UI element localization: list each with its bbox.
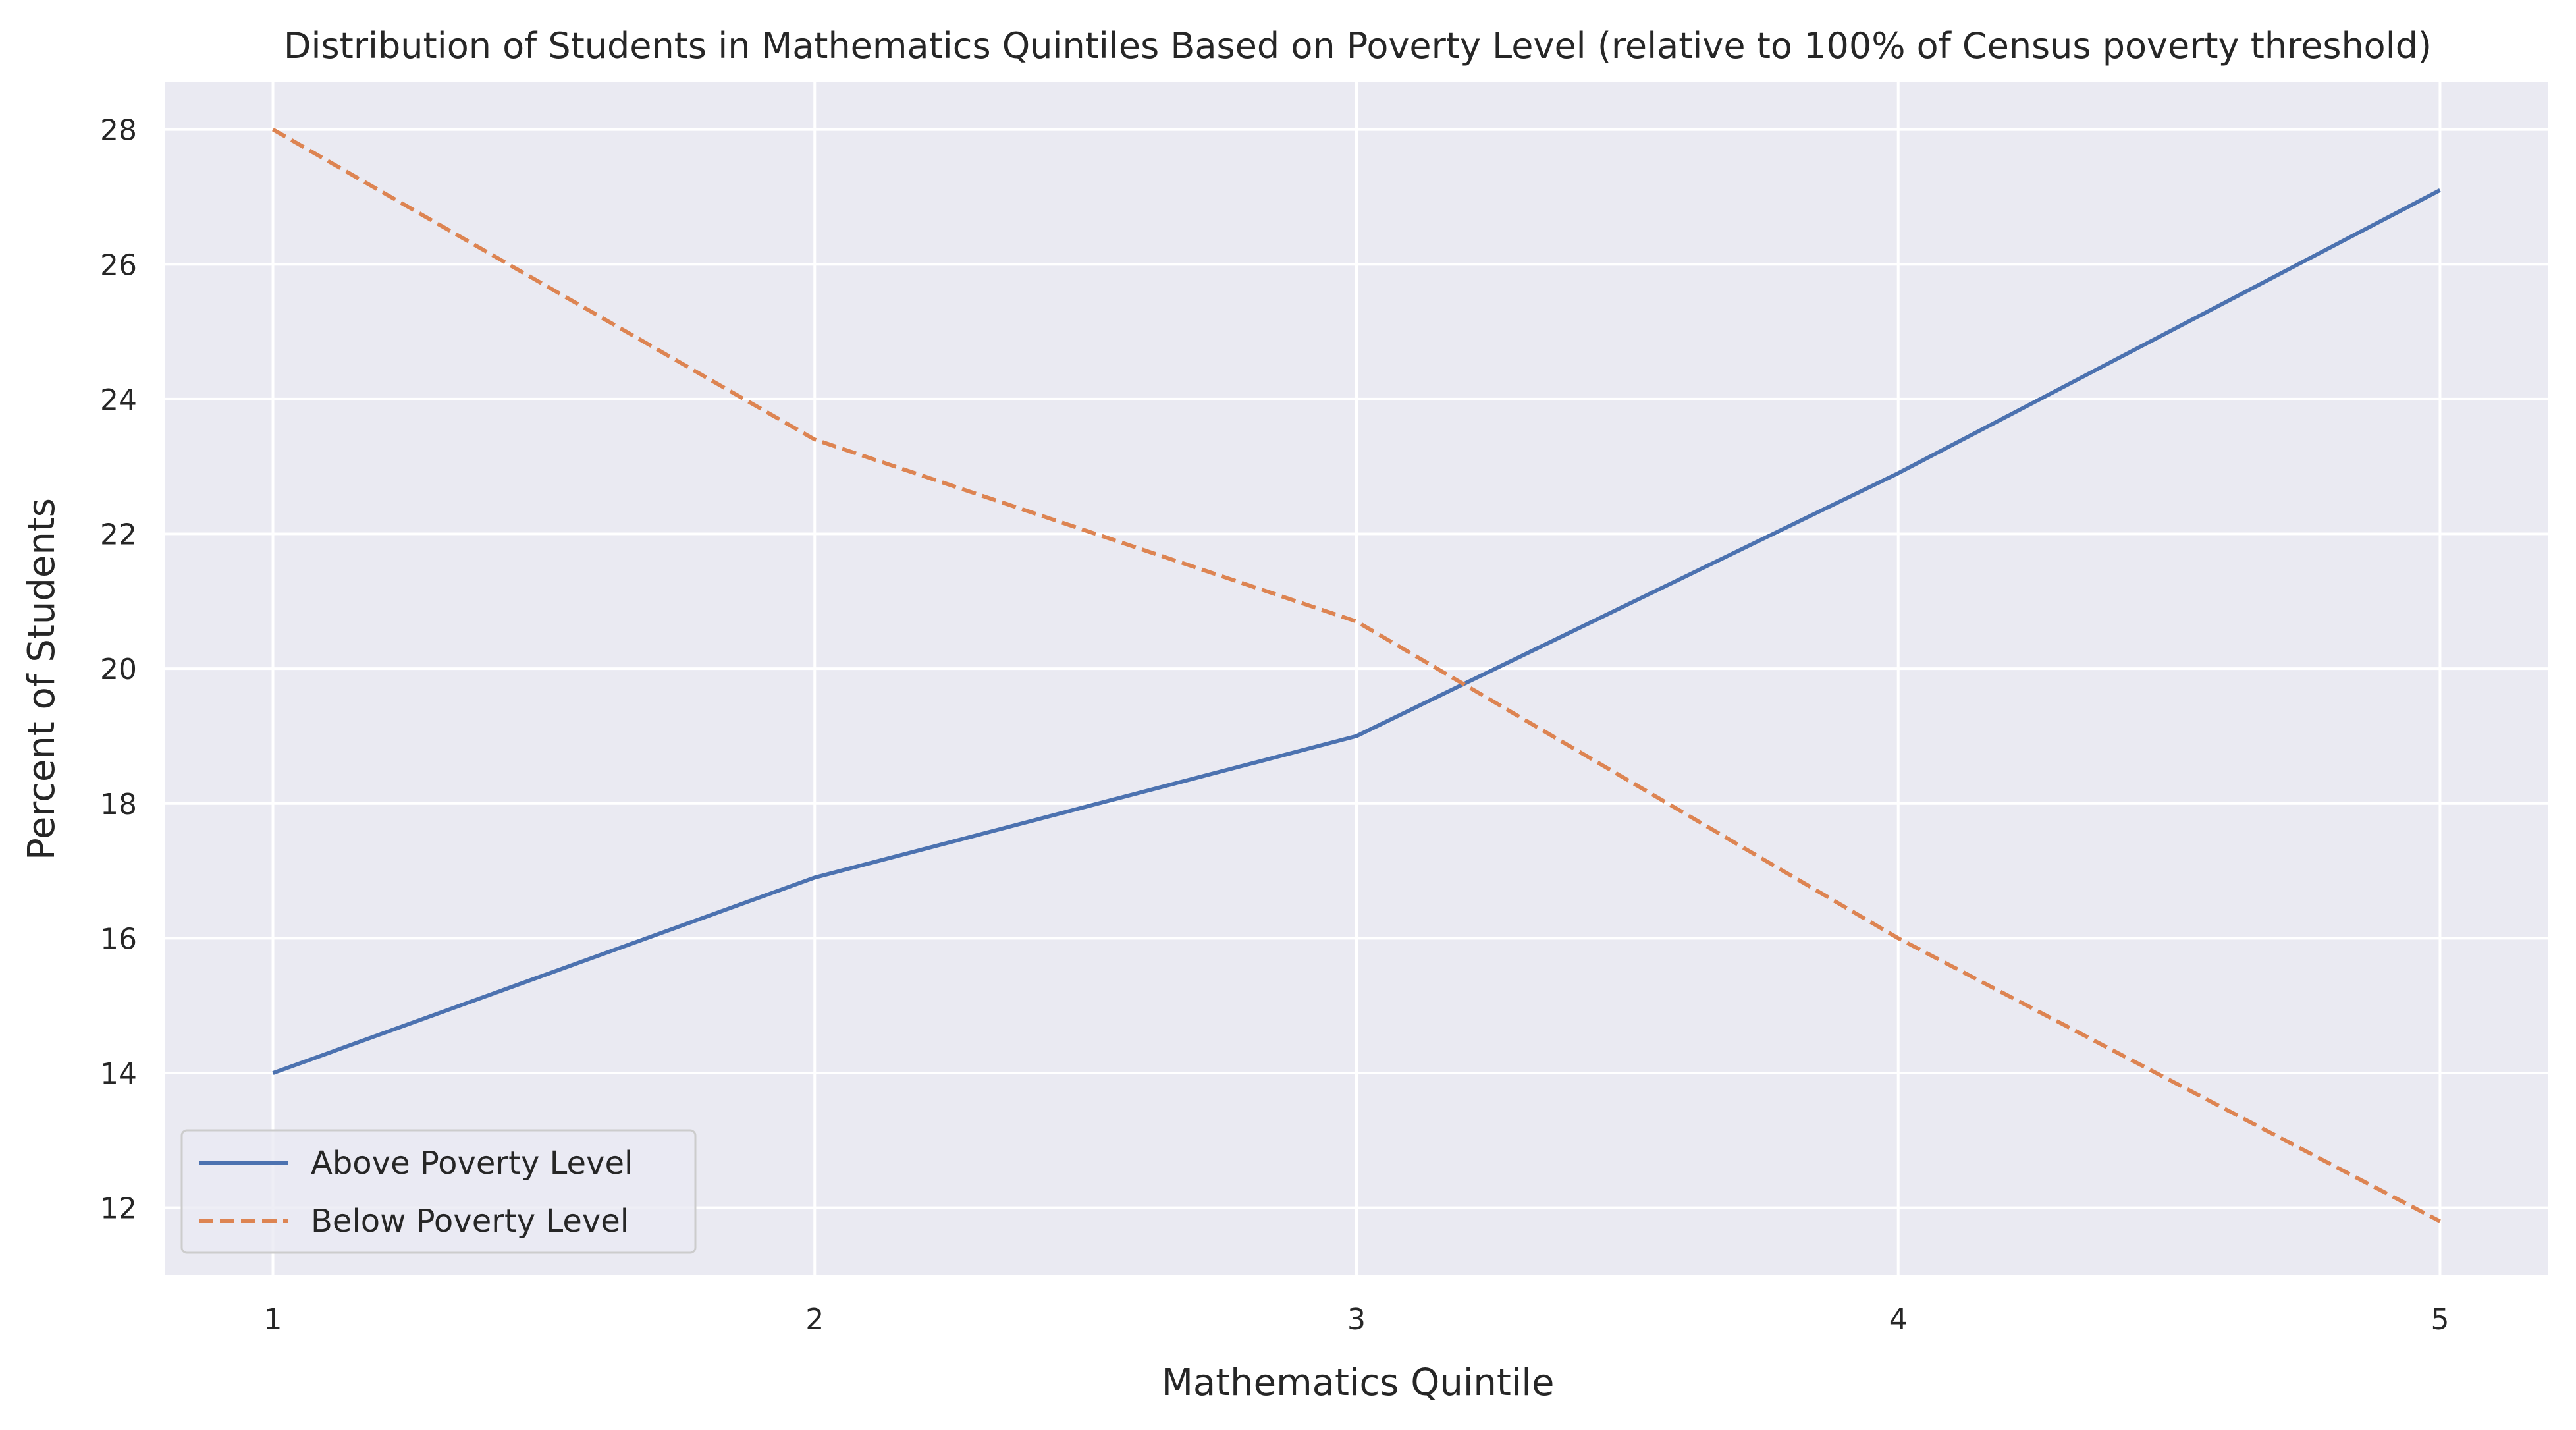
below-poverty-data-point bbox=[1355, 620, 1358, 624]
legend-label-below-poverty: Below Poverty Level bbox=[311, 1203, 629, 1240]
legend: Above Poverty Level Below Poverty Level bbox=[180, 1129, 697, 1254]
series-line-above-poverty bbox=[272, 188, 2441, 1075]
series-lines bbox=[271, 127, 2442, 1223]
x-tick-label: 4 bbox=[1889, 1303, 1908, 1336]
x-tick-label: 1 bbox=[264, 1303, 282, 1336]
y-tick-label: 12 bbox=[100, 1192, 137, 1226]
above-poverty-data-point bbox=[813, 875, 817, 879]
x-axis-label: Mathematics Quintile bbox=[1162, 1361, 1555, 1404]
legend-label-above-poverty: Above Poverty Level bbox=[311, 1145, 633, 1182]
y-axis-label: Percent of Students bbox=[20, 498, 63, 860]
above-poverty-data-point bbox=[271, 1071, 275, 1075]
x-tick-label: 5 bbox=[2430, 1303, 2449, 1336]
x-tick-label: 2 bbox=[805, 1303, 824, 1336]
above-poverty-data-point bbox=[2438, 188, 2442, 192]
y-tick-label: 26 bbox=[100, 248, 137, 282]
y-tick-label: 16 bbox=[100, 922, 137, 956]
gridlines bbox=[165, 82, 2548, 1275]
below-poverty-data-point bbox=[813, 437, 817, 441]
above-poverty-data-point bbox=[1896, 471, 1900, 475]
y-tick-label: 20 bbox=[100, 653, 137, 686]
above-poverty-data-point bbox=[1355, 734, 1358, 738]
y-tick-label: 24 bbox=[100, 383, 137, 417]
series-line-below-poverty bbox=[272, 127, 2441, 1223]
y-tick-label: 28 bbox=[100, 114, 137, 148]
x-tick-label: 3 bbox=[1347, 1303, 1366, 1336]
y-tick-label: 18 bbox=[100, 788, 137, 821]
below-poverty-data-point bbox=[1896, 936, 1900, 940]
y-tick-label: 14 bbox=[100, 1057, 137, 1091]
legend-box bbox=[180, 1129, 697, 1254]
below-poverty-data-point bbox=[2438, 1219, 2442, 1223]
y-tick-label: 22 bbox=[100, 518, 137, 552]
below-poverty-data-point bbox=[271, 128, 275, 132]
chart-title: Distribution of Students in Mathematics … bbox=[284, 25, 2432, 67]
